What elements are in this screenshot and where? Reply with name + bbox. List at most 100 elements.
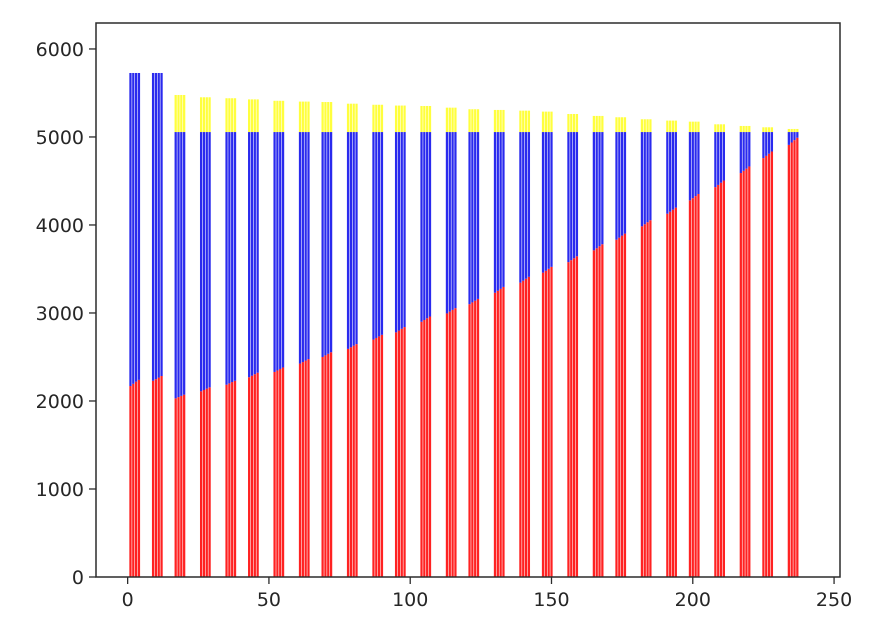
bar-segment-yellow (793, 128, 796, 133)
bar-segment-red (575, 256, 579, 577)
bar-segment-yellow (575, 113, 579, 133)
bar-segment-blue (688, 132, 692, 201)
bar-segment-yellow (423, 105, 426, 133)
bar-segment-yellow (372, 104, 375, 133)
x-tick-label: 150 (533, 589, 569, 611)
bar-segment-blue (228, 132, 231, 384)
bar-segment-blue (719, 132, 723, 183)
bar-segment-red (621, 235, 624, 577)
bar-segment-yellow (177, 94, 180, 133)
bar-segment-blue (524, 132, 528, 279)
bar-segment-yellow (199, 97, 203, 133)
bar-segment-yellow (301, 101, 304, 133)
bar-segment-blue (183, 132, 186, 395)
bar-segment-yellow (298, 101, 302, 133)
bar-segment-red (225, 384, 228, 577)
bar-segment-red (174, 398, 177, 577)
bar-segment-red (137, 379, 141, 577)
bar-segment-yellow (248, 99, 251, 133)
bar-segment-yellow (448, 107, 451, 133)
bar-segment-red (541, 272, 545, 577)
bar-segment-red (742, 170, 745, 577)
bar-segment-blue (304, 132, 307, 361)
bar-segment-red (493, 292, 497, 577)
bar-segment-red (134, 381, 138, 577)
bar-segment-red (132, 383, 135, 577)
bar-segment-blue (202, 132, 206, 390)
bar-segment-blue (327, 132, 330, 354)
bar-segment-blue (793, 132, 796, 141)
bar-segment-red (572, 258, 576, 577)
bar-segment-yellow (550, 111, 553, 133)
bar-segment-red (474, 300, 477, 577)
bar-segment-blue (499, 132, 502, 289)
bar-segment-red (722, 180, 725, 577)
bar-segment-blue (765, 132, 768, 156)
bar-segment-red (276, 370, 279, 577)
bar-segment-red (476, 298, 480, 577)
bar-segment-blue (151, 72, 155, 381)
bar-segment-blue (454, 132, 457, 309)
bar-segment-blue (394, 132, 398, 333)
bar-segment-blue (329, 132, 333, 353)
y-tick-label: 3000 (36, 303, 84, 325)
bar-segment-yellow (307, 101, 310, 133)
bar-segment-yellow (615, 117, 618, 133)
bar-segment-red (445, 313, 449, 577)
bar-segment-red (550, 266, 553, 577)
bar-segment-red (601, 244, 604, 577)
bar-segment-red (717, 184, 720, 577)
bar-segment-red (790, 142, 793, 577)
bar-segment-yellow (375, 104, 378, 133)
bar-segment-red (524, 278, 528, 577)
bar-segment-yellow (691, 121, 694, 133)
bar-segment-yellow (276, 100, 279, 133)
bar-segment-blue (669, 132, 672, 212)
bar-segment-yellow (349, 103, 353, 133)
bar-segment-yellow (598, 115, 601, 133)
bar-segment-red (688, 200, 692, 577)
bar-segment-red (448, 311, 451, 577)
bar-segment-blue (646, 132, 649, 223)
bar-segment-yellow (796, 128, 799, 133)
bar-segment-red (298, 363, 302, 577)
bar-segment-blue (748, 132, 751, 167)
bar-segment-blue (420, 132, 423, 322)
bar-segment-red (762, 158, 765, 577)
bar-segment-blue (355, 132, 358, 345)
bar-segment-red (598, 246, 601, 577)
bar-segment-blue (301, 132, 304, 363)
bar-segment-blue (598, 132, 601, 247)
bar-segment-yellow (621, 117, 624, 133)
bar-segment-red (519, 282, 522, 577)
bar-segment-red (426, 318, 429, 577)
bar-segment-yellow (454, 107, 457, 133)
bar-segment-red (372, 339, 375, 577)
bar-segment-blue (601, 132, 604, 245)
bar-segment-red (279, 368, 282, 577)
bar-segment-blue (592, 132, 596, 251)
bar-segment-blue (621, 132, 624, 236)
bar-segment-red (671, 209, 675, 577)
bar-segment-yellow (572, 113, 576, 133)
y-tick-label: 1000 (36, 479, 84, 501)
bar-segment-yellow (346, 103, 350, 133)
bar-segment-blue (378, 132, 381, 337)
bar-segment-blue (380, 132, 384, 335)
bar-segment-blue (279, 132, 282, 369)
bar-segment-yellow (228, 98, 231, 133)
bar-segment-blue (471, 132, 474, 303)
bar-segment-red (205, 388, 208, 577)
bar-segment-red (394, 332, 398, 577)
bar-segment-red (253, 374, 256, 577)
bar-segment-yellow (256, 99, 259, 133)
bar-segment-blue (567, 132, 570, 263)
bar-segment-red (499, 288, 502, 577)
bar-segment-red (691, 198, 694, 578)
bar-segment-blue (199, 132, 203, 392)
bar-segment-yellow (601, 115, 604, 133)
bar-segment-blue (671, 132, 675, 210)
bar-segment-blue (767, 132, 771, 154)
